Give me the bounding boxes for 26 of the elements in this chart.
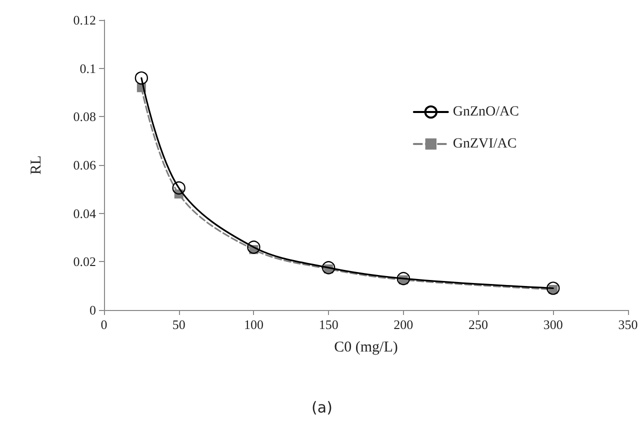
x-tick-label: 150 [318, 317, 338, 332]
point [322, 261, 336, 274]
x-tick-label: 300 [543, 317, 563, 332]
legend-label: GnZVI/AC [452, 136, 517, 152]
point [134, 71, 148, 85]
x-axis-title: C0 (mg/L) [334, 340, 398, 356]
text: (a) [312, 398, 332, 416]
y-tick-label: 0.02 [73, 254, 96, 270]
y-tick-label: 0.12 [73, 12, 96, 28]
y-tick-label: 0.04 [73, 206, 96, 221]
x-tick-label: 250 [468, 317, 488, 332]
y-axis-title: RL [28, 155, 44, 175]
y-tick-label: 0 [90, 302, 96, 318]
legend-label: GnZnO/AC [452, 104, 520, 120]
y-tick-label: 0.06 [73, 158, 96, 172]
x-tick-label: 0 [100, 317, 108, 332]
point [172, 181, 186, 195]
point [546, 282, 560, 295]
point [247, 240, 260, 254]
x-tick-label: 50 [172, 317, 186, 332]
y-tick-label: 0.08 [73, 109, 96, 124]
x-tick-label: 350 [618, 317, 638, 332]
point [396, 272, 410, 286]
y-tick-label: 0.1 [80, 60, 96, 76]
x-tick-label: 200 [394, 317, 414, 332]
x-tick-label: 100 [244, 317, 264, 332]
